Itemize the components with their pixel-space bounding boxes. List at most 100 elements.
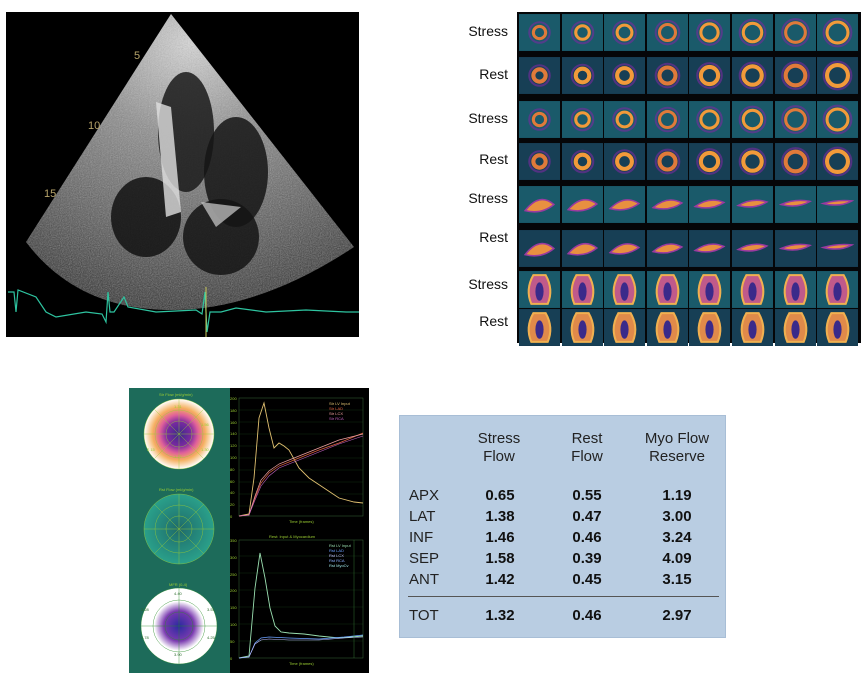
- spect-slice: [561, 143, 603, 180]
- rest-map-title: Rst Flow (ml/g/min): [159, 487, 194, 492]
- spect-slice: [774, 271, 816, 308]
- spect-slice: [561, 57, 603, 94]
- stress-curve-graph: [238, 397, 364, 517]
- row-label-rest-1: Rest: [479, 66, 508, 82]
- stress-map-title: Str Flow (ml/g/min): [159, 392, 193, 397]
- spect-slice: [732, 309, 773, 346]
- graph1-y-tick: 80: [230, 466, 235, 472]
- spect-slice: [561, 309, 603, 346]
- spect-slice: [817, 230, 859, 267]
- spect-slice: [519, 101, 560, 138]
- graph1-y-tick: 0: [230, 514, 233, 519]
- stress-bullseye: [143, 398, 215, 470]
- graph1-y-tick: 20: [230, 502, 235, 508]
- mfr-map-value: 3.90: [174, 652, 182, 657]
- row-label-rest-4: Rest: [479, 313, 508, 329]
- header-myo-flow-reserve: Myo Flow Reserve: [644, 430, 710, 465]
- spect-slice: [561, 271, 603, 308]
- mfr-bullseye: [140, 587, 218, 665]
- stress-map-value: 1.30: [201, 447, 209, 452]
- graph1-y-tick: 120: [230, 443, 237, 449]
- software-graphics: [129, 388, 364, 673]
- graph1-y-tick: 180: [230, 407, 237, 413]
- spect-slice: [689, 186, 731, 223]
- spect-slice: [817, 309, 859, 346]
- mfr-map-value: 4.40: [174, 591, 182, 596]
- spect-slice: [817, 271, 859, 308]
- spect-slice: [604, 230, 646, 267]
- graph2-y-tick: 150: [230, 605, 237, 611]
- spect-slice: [604, 14, 646, 51]
- graph1-legend: Str RCA: [329, 416, 344, 421]
- row-label-stress-3: Stress: [468, 190, 508, 206]
- spect-slice: [604, 186, 646, 223]
- row-label-rest-3: Rest: [479, 229, 508, 245]
- spect-slice: [689, 57, 731, 94]
- graph1-y-tick: 60: [230, 478, 235, 484]
- spect-slice: [604, 143, 646, 180]
- spect-slice: [519, 14, 560, 51]
- spect-slice: [732, 143, 773, 180]
- spect-slice: [774, 101, 816, 138]
- spect-slice: [774, 309, 816, 346]
- spect-slice: [732, 186, 773, 223]
- spect-slice: [689, 309, 731, 346]
- graph2-y-tick: 100: [230, 622, 237, 627]
- graph2-y-tick: 350: [230, 538, 237, 543]
- graph1-xaxis-label: Time (frames): [289, 519, 314, 524]
- spect-slice: [817, 14, 859, 51]
- spect-slice: [732, 101, 773, 138]
- spect-slice: [604, 309, 646, 346]
- graph2-y-tick: 250: [230, 571, 237, 577]
- row-label-stress-4: Stress: [468, 276, 508, 292]
- spect-slice: [561, 101, 603, 138]
- mfr-map-value: 2.78: [141, 635, 149, 640]
- spect-slice: [774, 186, 816, 223]
- rest-curve-graph: [238, 539, 364, 659]
- graph1-legend: Str LCX: [329, 411, 344, 416]
- spect-slice: [732, 230, 773, 267]
- spect-slice: [646, 101, 688, 138]
- spect-slice: [646, 271, 688, 308]
- spect-slice: [604, 57, 646, 94]
- spect-slice: [519, 57, 560, 94]
- spect-slice: [817, 101, 859, 138]
- spect-slice: [774, 143, 816, 180]
- rest-bullseye: [143, 493, 215, 565]
- mfr-map-value: 3.51: [207, 607, 215, 612]
- header-rest-flow: Rest Flow: [571, 430, 603, 465]
- graph1-y-tick: 160: [230, 419, 237, 425]
- spect-slice: [689, 101, 731, 138]
- row-label-rest-2: Rest: [479, 151, 508, 167]
- mfr-map-value: 3.28: [141, 607, 149, 612]
- spect-slice: [689, 271, 731, 308]
- stress-map-value: 2.15: [147, 447, 155, 452]
- spect-slice: [561, 186, 603, 223]
- graph1-legend: Str LAD: [329, 406, 344, 411]
- spect-slice: [561, 230, 603, 267]
- graph2-y-tick: 200: [230, 588, 237, 594]
- spect-slice: [519, 143, 560, 180]
- graph2-legend: Rst RCA: [329, 558, 345, 563]
- depth-label-15: 15: [44, 188, 57, 200]
- spect-slice: [732, 57, 773, 94]
- spect-slice: [604, 101, 646, 138]
- graph2-legend: Rst LAD: [329, 548, 344, 553]
- spect-slice: [817, 186, 859, 223]
- graph2-legend: Rst LCX: [329, 553, 344, 558]
- row-label-stress-2: Stress: [468, 110, 508, 126]
- spect-image-grid: [517, 12, 861, 346]
- spect-slice: [689, 230, 731, 267]
- graph2-y-tick: 0: [230, 655, 233, 661]
- graph2-legend: Rst LV Input: [329, 543, 351, 548]
- graph1-y-tick: 140: [230, 431, 237, 437]
- depth-label-10: 10: [88, 120, 101, 132]
- spect-slice: [519, 309, 560, 346]
- spect-slice: [774, 57, 816, 94]
- table-divider: [408, 596, 719, 597]
- spect-slice: [646, 14, 688, 51]
- header-stress-flow: Stress Flow: [477, 430, 521, 465]
- spect-slice: [817, 57, 859, 94]
- spect-slice: [646, 57, 688, 94]
- graph2-legend: Rst MyoCv: [329, 563, 349, 568]
